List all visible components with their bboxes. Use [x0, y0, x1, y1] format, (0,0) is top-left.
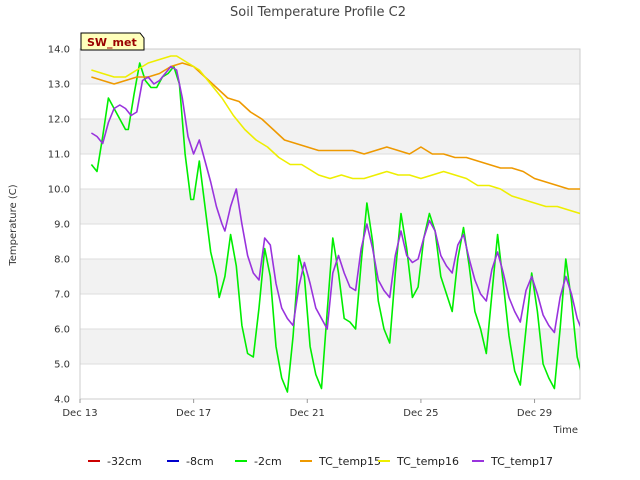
- x-tick-label: Dec 25: [403, 408, 438, 419]
- y-tick-label: 5.0: [54, 360, 70, 371]
- x-axis-ticks: Dec 13 Dec 17 Dec 21 Dec 25 Dec 29: [62, 399, 552, 419]
- station-badge: SW_met: [80, 32, 145, 51]
- y-tick-label: 12.0: [48, 115, 70, 126]
- y-tick-label: 10.0: [48, 185, 70, 196]
- y-tick-label: 11.0: [48, 150, 70, 161]
- y-tick-label: 14.0: [48, 45, 70, 56]
- y-tick-label: 13.0: [48, 80, 70, 91]
- station-badge-label: SW_met: [87, 36, 137, 49]
- legend-label--2cm: -2cm: [254, 455, 282, 468]
- chart-title: Soil Temperature Profile C2: [230, 5, 406, 20]
- plot-band: [80, 119, 580, 154]
- y-axis-label: Temperature (C): [8, 184, 19, 266]
- plot-band: [80, 189, 580, 224]
- x-tick-label: Dec 29: [517, 408, 552, 419]
- legend-label-tc-temp17: TC_temp17: [490, 455, 553, 468]
- plot-bands: [80, 49, 580, 364]
- station-badge-box: [80, 32, 145, 51]
- y-tick-label: 8.0: [54, 255, 70, 266]
- legend-label--32cm: -32cm: [107, 455, 142, 468]
- x-axis-label: Time: [553, 425, 578, 436]
- x-tick-label: Dec 21: [290, 408, 325, 419]
- x-tick-label: Dec 17: [176, 408, 211, 419]
- series-line-tc-temp17: [90, 65, 580, 334]
- y-tick-label: 7.0: [54, 290, 70, 301]
- y-tick-label: 9.0: [54, 220, 70, 231]
- x-tick-label: Dec 13: [62, 408, 97, 419]
- legend-label--8cm: -8cm: [186, 455, 214, 468]
- legend-label-tc-temp16: TC_temp16: [396, 455, 459, 468]
- y-tick-label: 6.0: [54, 325, 70, 336]
- plot-band: [80, 49, 580, 84]
- legend: -32cm -8cm -2cm TC_temp15 TC_temp16 TC_temp17: [88, 455, 553, 468]
- y-tick-label: 4.0: [54, 395, 70, 406]
- series-line-tc-temp15: [91, 62, 580, 190]
- plot-area: [79, 48, 581, 400]
- plot-band: [80, 329, 580, 364]
- series-lines: [90, 55, 580, 393]
- legend-label-tc-temp15: TC_temp15: [318, 455, 381, 468]
- y-axis-ticks: 4.0 5.0 6.0 7.0 8.0 9.0 10.0 11.0 12.0 13.0 14.0: [48, 45, 70, 406]
- series-line-tc-temp16: [91, 55, 580, 215]
